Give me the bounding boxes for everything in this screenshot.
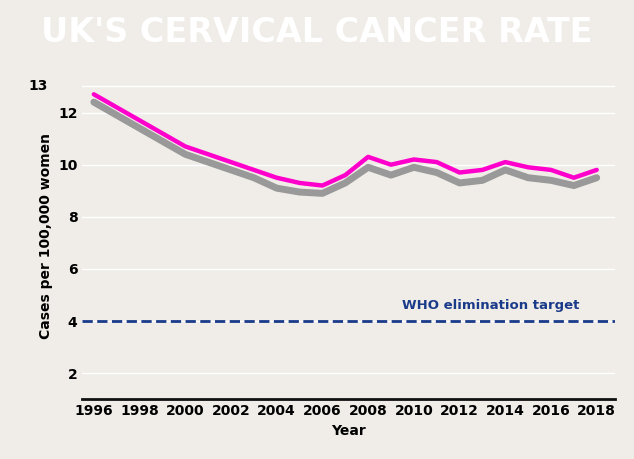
Text: UK'S CERVICAL CANCER RATE: UK'S CERVICAL CANCER RATE (41, 16, 593, 49)
Y-axis label: Cases per 100,000 women: Cases per 100,000 women (39, 134, 53, 339)
Text: 13: 13 (29, 79, 48, 94)
Text: WHO elimination target: WHO elimination target (403, 299, 579, 313)
X-axis label: Year: Year (332, 424, 366, 438)
